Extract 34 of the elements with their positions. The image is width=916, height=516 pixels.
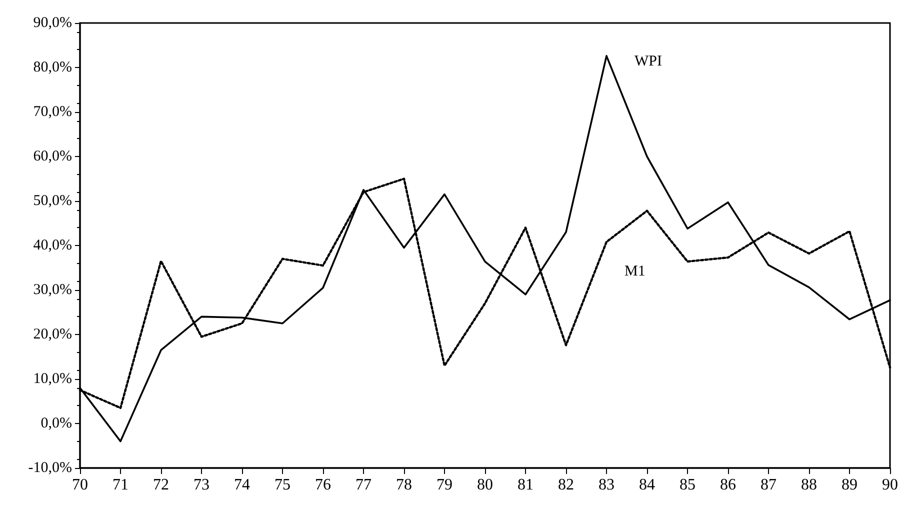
y-tick-label: 30,0%	[33, 282, 72, 298]
y-tick-label: -10,0%	[28, 460, 72, 476]
y-tick-label: 90,0%	[33, 15, 72, 31]
x-tick-label: 82	[558, 476, 574, 494]
series-label: M1	[624, 263, 646, 280]
x-tick-label: 75	[274, 476, 290, 494]
x-tick-label: 78	[396, 476, 412, 494]
x-tick-label: 88	[801, 476, 817, 494]
x-tick-label: 80	[477, 476, 493, 494]
x-tick-label: 76	[315, 476, 331, 494]
x-tick-label: 72	[153, 476, 169, 494]
y-tick-label: 50,0%	[33, 193, 72, 209]
y-tick-label: 20,0%	[33, 326, 72, 342]
x-tick-label: 84	[639, 476, 655, 494]
series-label: WPI	[634, 53, 662, 70]
y-tick-label: 80,0%	[33, 60, 72, 76]
x-tick-label: 70	[72, 476, 88, 494]
y-tick-label: 40,0%	[33, 238, 72, 254]
x-tick-label: 89	[842, 476, 858, 494]
x-tick-label: 77	[356, 476, 372, 494]
x-tick-label: 74	[234, 476, 250, 494]
y-tick-label: 60,0%	[33, 148, 72, 164]
y-tick-label: 0,0%	[40, 416, 72, 432]
x-tick-label: 79	[436, 476, 452, 494]
x-tick-label: 73	[194, 476, 210, 494]
x-tick-label: 81	[518, 476, 534, 494]
x-tick-label: 71	[112, 476, 128, 494]
x-tick-label: 83	[598, 476, 614, 494]
y-tick-label: 70,0%	[33, 104, 72, 120]
y-tick-label: 10,0%	[33, 371, 72, 387]
x-tick-label: 90	[882, 476, 898, 494]
x-tick-label: 85	[680, 476, 696, 494]
x-tick-label: 87	[760, 476, 776, 494]
x-tick-label: 86	[720, 476, 736, 494]
